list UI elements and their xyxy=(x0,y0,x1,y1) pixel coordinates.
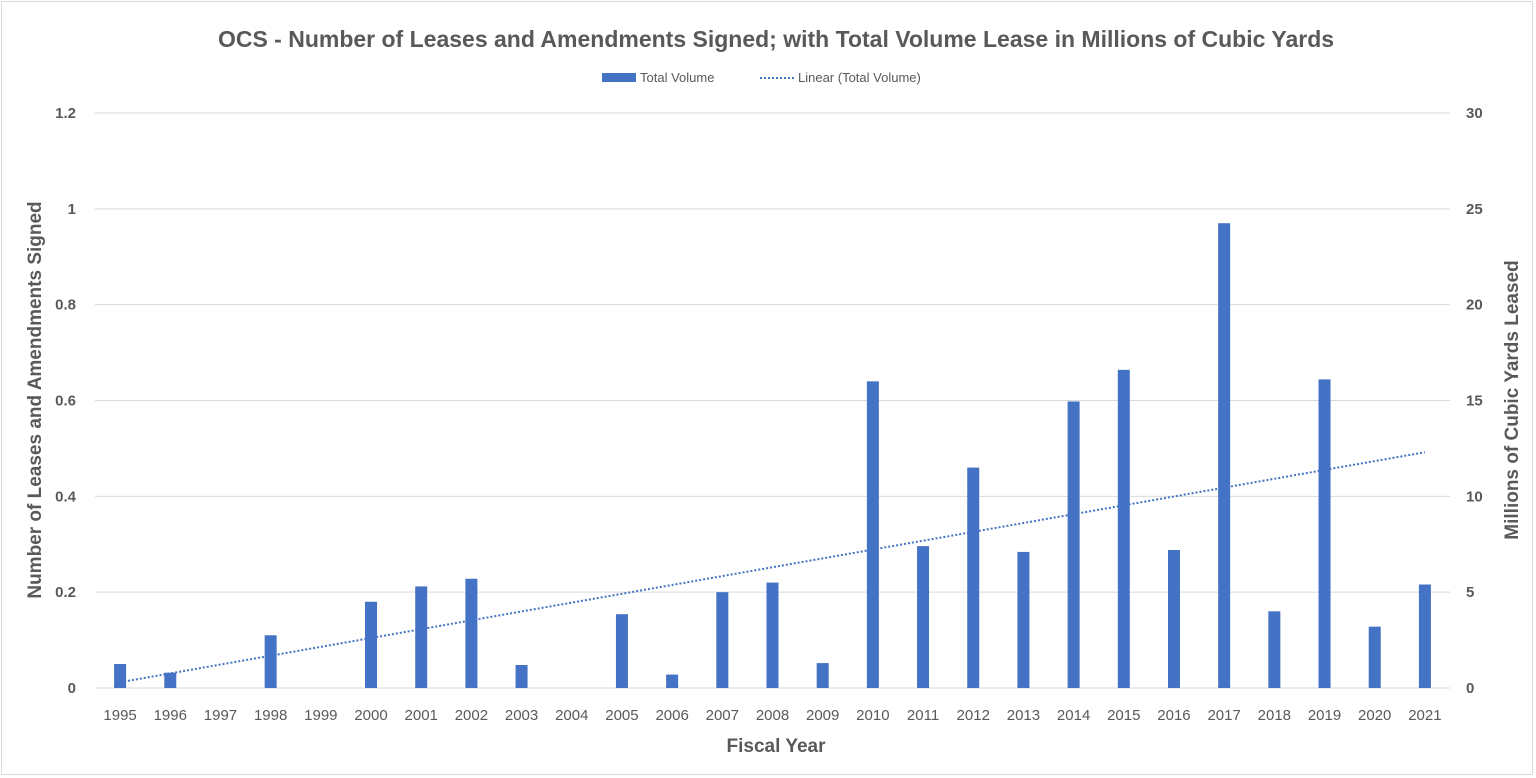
bar-2003 xyxy=(515,665,528,688)
y-left-tick-label: 1 xyxy=(68,201,76,218)
x-tick-label: 2013 xyxy=(1007,707,1040,724)
bar-2007 xyxy=(716,592,729,688)
x-tick-label: 1996 xyxy=(154,707,187,724)
y-left-tick-label: 0 xyxy=(68,680,76,697)
x-axis-ticks: 1995 1996 1997 1998 1999 2000 2001 2002 2003 2004… xyxy=(103,707,1441,724)
x-tick-label: 1995 xyxy=(103,707,136,724)
x-tick-label: 1997 xyxy=(204,707,237,724)
x-tick-label: 2020 xyxy=(1358,707,1391,724)
x-tick-label: 2003 xyxy=(505,707,538,724)
x-tick-label: 2008 xyxy=(756,707,789,724)
x-tick-label: 2015 xyxy=(1107,707,1140,724)
bar-1995 xyxy=(114,664,127,688)
x-tick-label: 2018 xyxy=(1258,707,1291,724)
x-tick-label: 2006 xyxy=(655,707,688,724)
bar-2010 xyxy=(866,381,879,688)
legend: Total Volume Linear (Total Volume) xyxy=(602,70,921,85)
y-right-tick-label: 20 xyxy=(1466,297,1483,314)
bar-2008 xyxy=(766,582,779,688)
y-right-tick-label: 30 xyxy=(1466,105,1483,122)
bar-2014 xyxy=(1067,401,1080,688)
trendline xyxy=(119,451,1426,684)
x-tick-label: 2010 xyxy=(856,707,889,724)
x-tick-label: 2004 xyxy=(555,707,588,724)
x-tick-label: 2019 xyxy=(1308,707,1341,724)
bar-2012 xyxy=(967,467,980,688)
x-tick-label: 2012 xyxy=(957,707,990,724)
x-tick-label: 1999 xyxy=(304,707,337,724)
bar-2016 xyxy=(1167,550,1180,688)
y-right-tick-label: 5 xyxy=(1466,584,1474,601)
y-right-tick-label: 0 xyxy=(1466,680,1474,697)
y-axis-left-title: Number of Leases and Amendments Signed xyxy=(25,201,46,598)
y-left-tick-label: 0.6 xyxy=(55,393,76,410)
bar-2020 xyxy=(1368,626,1381,688)
y-left-tick-label: 1.2 xyxy=(55,105,76,122)
x-tick-label: 2007 xyxy=(706,707,739,724)
bar-2009 xyxy=(816,663,829,688)
bar-2013 xyxy=(1017,551,1030,688)
x-tick-label: 2014 xyxy=(1057,707,1090,724)
chart-title: OCS - Number of Leases and Amendments Si… xyxy=(218,26,1334,52)
legend-label-total-volume: Total Volume xyxy=(640,70,714,85)
x-tick-label: 2009 xyxy=(806,707,839,724)
y-axis-right-ticks: 0 5 10 15 20 25 30 xyxy=(1466,105,1483,697)
bar-2006 xyxy=(666,674,679,688)
y-axis-right-title: Millions of Cubic Yards Leased xyxy=(1502,260,1523,539)
y-right-tick-label: 15 xyxy=(1466,393,1483,410)
y-right-tick-label: 10 xyxy=(1466,488,1483,505)
x-tick-label: 2016 xyxy=(1157,707,1190,724)
y-axis-left-ticks: 0 0.2 0.4 0.6 0.8 1 1.2 xyxy=(55,105,77,697)
bar-2011 xyxy=(917,546,930,688)
x-tick-label: 2005 xyxy=(605,707,638,724)
trendline-series xyxy=(119,451,1426,684)
legend-swatch-total-volume xyxy=(602,73,636,82)
x-tick-label: 2000 xyxy=(354,707,387,724)
bar-2018 xyxy=(1268,611,1281,688)
bar-1998 xyxy=(264,635,277,688)
y-left-tick-label: 0.4 xyxy=(55,488,77,505)
bar-2015 xyxy=(1117,369,1130,688)
x-tick-label: 2002 xyxy=(455,707,488,724)
bar-1996 xyxy=(164,672,177,688)
bar-series xyxy=(114,223,1431,689)
bar-2000 xyxy=(365,601,378,688)
bar-2021 xyxy=(1418,584,1431,688)
x-tick-label: 2017 xyxy=(1207,707,1240,724)
x-tick-label: 2011 xyxy=(907,707,939,724)
y-left-tick-label: 0.8 xyxy=(55,297,76,314)
y-left-tick-label: 0.2 xyxy=(55,584,76,601)
bar-2002 xyxy=(465,578,478,688)
legend-label-trendline: Linear (Total Volume) xyxy=(798,70,921,85)
x-tick-label: 1998 xyxy=(254,707,287,724)
y-right-tick-label: 25 xyxy=(1466,201,1483,218)
bar-2001 xyxy=(415,586,428,688)
x-tick-label: 2001 xyxy=(405,707,438,724)
x-tick-label: 2021 xyxy=(1408,707,1441,724)
bar-2017 xyxy=(1218,223,1231,689)
bar-2005 xyxy=(615,614,628,688)
bar-2019 xyxy=(1318,379,1331,688)
x-axis-title: Fiscal Year xyxy=(727,736,827,757)
